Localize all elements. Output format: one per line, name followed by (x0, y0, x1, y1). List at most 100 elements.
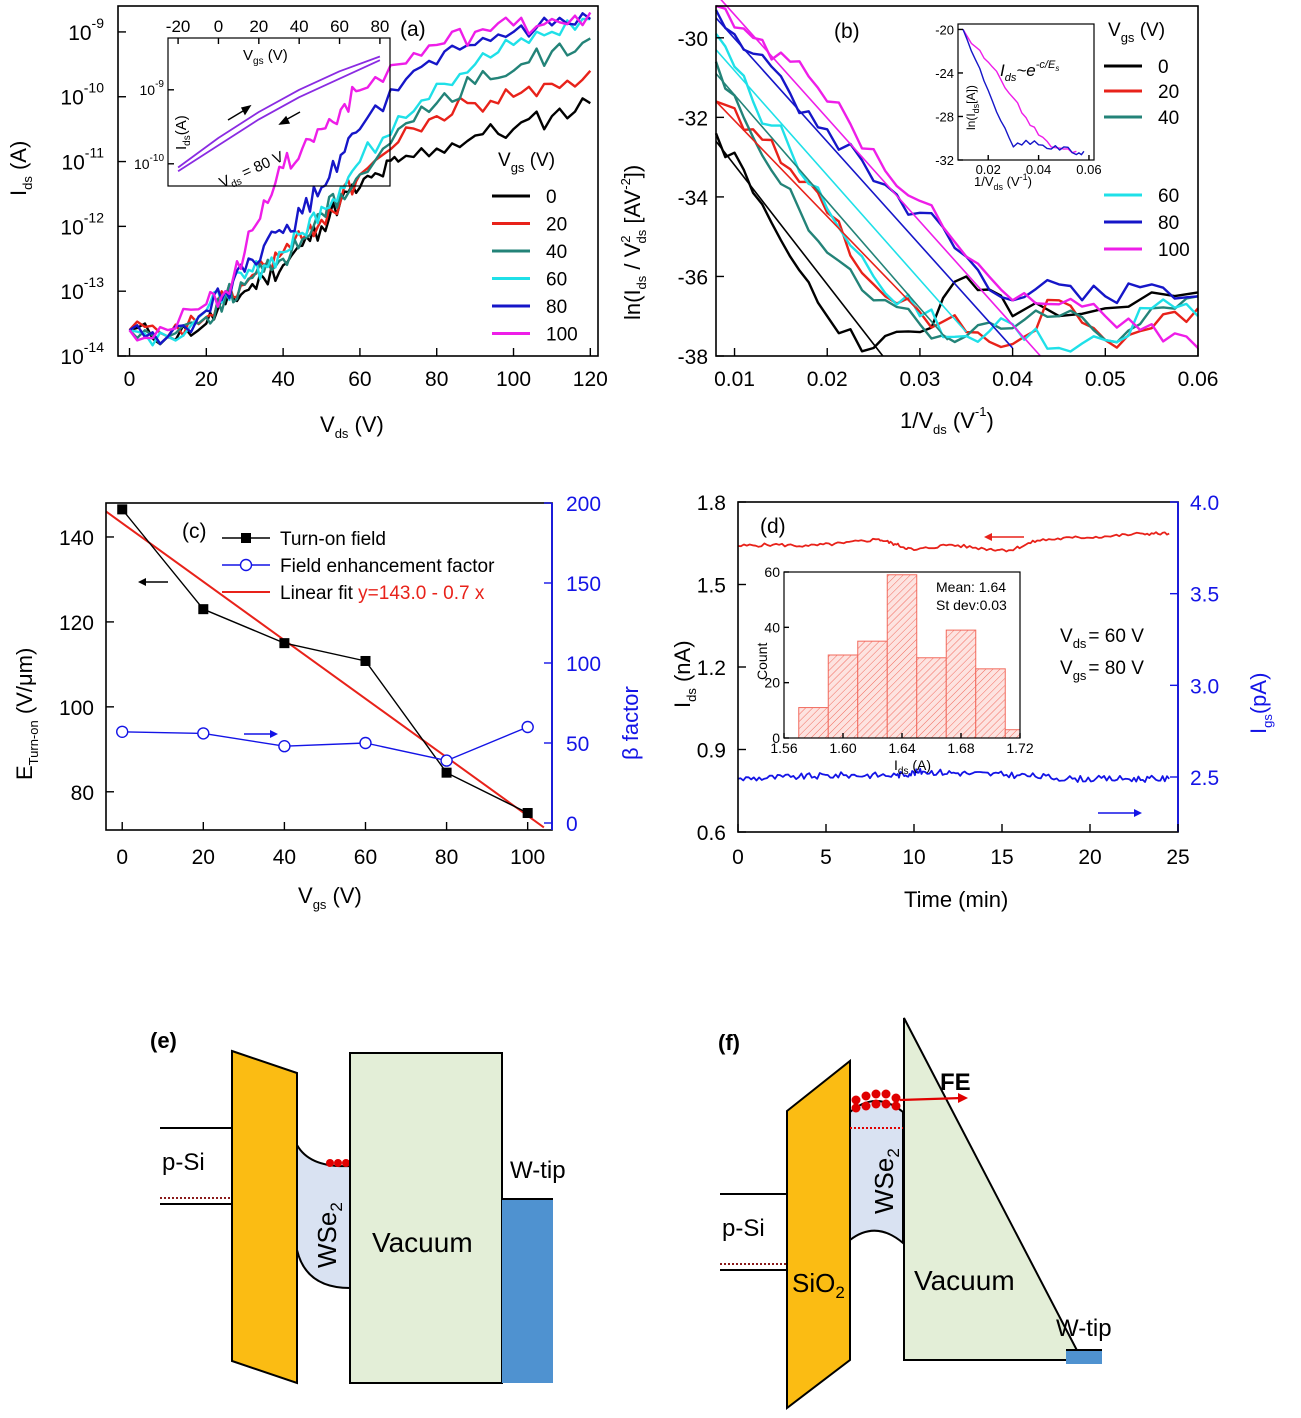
a-xtick-label: 20 (195, 368, 218, 391)
e-vacuum-barrier (349, 1052, 503, 1384)
b-inset-formula: Ids~e-c/Es (1000, 59, 1059, 84)
c-xtick-label: 80 (435, 846, 458, 869)
a-legend-label-100: 100 (546, 325, 578, 346)
f-wse2-label: WSe2 (869, 1148, 903, 1214)
c-y2tick-label: 200 (566, 493, 601, 516)
d-inset-xtick-label: 1.64 (888, 740, 915, 756)
d-vgs-annotation: Vgs = 80 V (1060, 658, 1144, 683)
d-xtick-label: 0 (732, 846, 744, 869)
a-xlabel: Vds (V) (320, 412, 384, 441)
a-ytick-label: 10-10 (60, 80, 104, 110)
c-plot-frame (105, 502, 553, 831)
b-series-100 (715, 4, 1199, 349)
d-plot-series (737, 531, 1170, 783)
a-inset-xlabel: Vgs (V) (243, 47, 288, 67)
a-inset-xtick-label: 20 (249, 17, 268, 36)
c-y2tick-label: 50 (566, 733, 589, 756)
f-emission-arrowhead (958, 1093, 968, 1103)
c-beta-point (521, 720, 534, 734)
b-xtick-label: 0.05 (1085, 368, 1126, 391)
b-series-40 (714, 61, 1199, 344)
a-ytick-label: 10-13 (60, 274, 104, 304)
b-inset-ticks: 0.02 0.04 0.06 -32 -28 -24 -20 (935, 22, 1101, 177)
d-y2tick-label: 3.0 (1190, 675, 1219, 698)
b-fit-0 (715, 140, 884, 357)
f-vacuum-barrier (903, 1017, 1084, 1361)
f-psi-label: p-Si (722, 1215, 765, 1242)
d-hist-last-bar (1004, 729, 1021, 739)
b-fit-80 (715, 17, 1014, 349)
b-legend-title: Vgs (V) (1108, 20, 1165, 45)
c-axis-arrows (138, 578, 278, 738)
c-beta-line (122, 726, 528, 762)
panel-b: 0.01 0.02 0.03 0.04 0.05 0.06-38-36-34-32-30 … (618, 0, 1218, 437)
d-ytick-label: 1.2 (697, 657, 726, 680)
b-inset-xlabel: 1/Vds (V-1) (974, 172, 1032, 192)
d-hist-bar (945, 629, 977, 739)
b-plot-series (714, 0, 1199, 357)
f-sio2-barrier (786, 1058, 851, 1411)
d-panel-label: (d) (760, 515, 786, 538)
b-legend-label-0: 0 (1158, 57, 1169, 78)
a-xtick-label: 40 (271, 368, 294, 391)
d-xtick-label: 25 (1166, 846, 1189, 869)
a-inset-reverse-sweep (177, 55, 381, 169)
a-inset-xtick-label: 0 (214, 17, 223, 36)
c-axis-ticks: 0 20 40 60 80 100 80 100 120 140 0 50 100 150 200 (59, 493, 601, 869)
b-legend-label-80: 80 (1158, 213, 1179, 234)
b-ytick-label: -34 (678, 187, 709, 210)
d-ylabel: Ids (nA) (670, 640, 699, 708)
a-series-80 (128, 12, 592, 345)
a-inset-xtick-label: -20 (166, 17, 191, 36)
b-plot-frame (715, 5, 1199, 357)
c-xtick-label: 40 (273, 846, 296, 869)
d-inset-stdev: St dev:0.03 (936, 597, 1007, 613)
b-xtick-label: 0.02 (807, 368, 848, 391)
a-legend-label-20: 20 (546, 215, 567, 236)
d-ytick-label: 0.9 (697, 740, 726, 763)
e-wtip-label: W-tip (510, 1157, 566, 1184)
f-emission-arrow (899, 1096, 963, 1102)
a-inset-arrows (227, 104, 301, 125)
d-ids-series (737, 531, 1170, 553)
e-electrons (326, 1159, 350, 1167)
band-diagram-e: (e) p-Si WSe2 Vacuum W-tip (150, 1028, 566, 1385)
b-legend-label-40: 40 (1158, 108, 1179, 129)
d-hist-bar (886, 574, 918, 739)
e-oxide-barrier (231, 1049, 298, 1385)
a-ytick-label: 10-9 (68, 15, 104, 45)
d-ytick-label: 1.8 (697, 492, 726, 515)
d-inset-ytick-label: 0 (772, 730, 780, 746)
d-inset-ytick-label: 40 (764, 619, 780, 635)
d-inset-xtick-label: 1.68 (947, 740, 974, 756)
c-linear-fit-line (105, 510, 545, 829)
panel-d: 0 5 10 15 20 25 0.6 0.9 1.2 1.5 1.8 2.5 3.0 3.5 4.0 (d… (670, 492, 1275, 912)
d-hist-bar (975, 668, 1006, 739)
a-panel-label: (a) (400, 18, 426, 41)
d-vds-annotation: Vds = 60 V (1060, 626, 1144, 651)
b-legend-label-20: 20 (1158, 82, 1179, 103)
b-inset-series-1 (962, 29, 1085, 156)
d-y2label: Igs(pA) (1246, 673, 1275, 734)
a-ytick-label: 10-14 (60, 339, 104, 369)
e-psi-label: p-Si (162, 1149, 205, 1176)
b-series-60 (715, 33, 1199, 353)
d-y2tick-label: 2.5 (1190, 767, 1219, 790)
f-wtip-label: W-tip (1056, 1315, 1112, 1342)
c-turn-on-point (117, 504, 128, 515)
c-panel-label: (c) (182, 520, 207, 543)
d-inset-mean: Mean: 1.64 (936, 579, 1006, 595)
c-legend: Turn-on field Field enhancement factor Lin… (222, 529, 495, 604)
a-inset-ytick-label: 10-10 (134, 153, 164, 172)
b-inset-xtick-label: 0.06 (1076, 162, 1101, 177)
c-turn-on-line (121, 508, 529, 814)
a-inset-plot (177, 55, 381, 172)
c-beta-point (359, 736, 372, 750)
a-inset-xtick-label: 60 (330, 17, 349, 36)
a-series-40 (128, 37, 591, 346)
d-inset-xtick-label: 1.60 (829, 740, 856, 756)
b-inset-ytick-label: -20 (935, 22, 954, 37)
d-inset-xtick-label: 1.56 (770, 740, 797, 756)
d-y2tick-label: 4.0 (1190, 492, 1219, 515)
